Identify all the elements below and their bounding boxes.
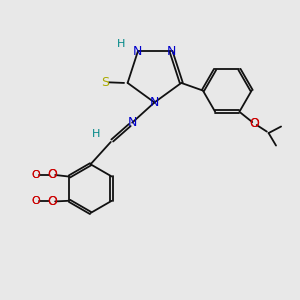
- Text: O: O: [47, 169, 57, 182]
- Text: N: N: [128, 116, 137, 129]
- Text: O: O: [47, 195, 57, 208]
- Text: O: O: [47, 169, 57, 182]
- Text: N: N: [150, 96, 159, 109]
- Text: O: O: [32, 170, 40, 180]
- Text: O: O: [249, 117, 259, 130]
- Text: H: H: [116, 39, 125, 49]
- Text: N: N: [167, 45, 176, 58]
- Text: O: O: [32, 170, 40, 180]
- Text: O: O: [47, 195, 57, 208]
- Text: H: H: [92, 129, 101, 139]
- Text: S: S: [101, 76, 109, 89]
- Text: O: O: [32, 196, 40, 206]
- Text: N: N: [133, 45, 142, 58]
- Text: O: O: [249, 117, 259, 130]
- Text: O: O: [32, 196, 40, 206]
